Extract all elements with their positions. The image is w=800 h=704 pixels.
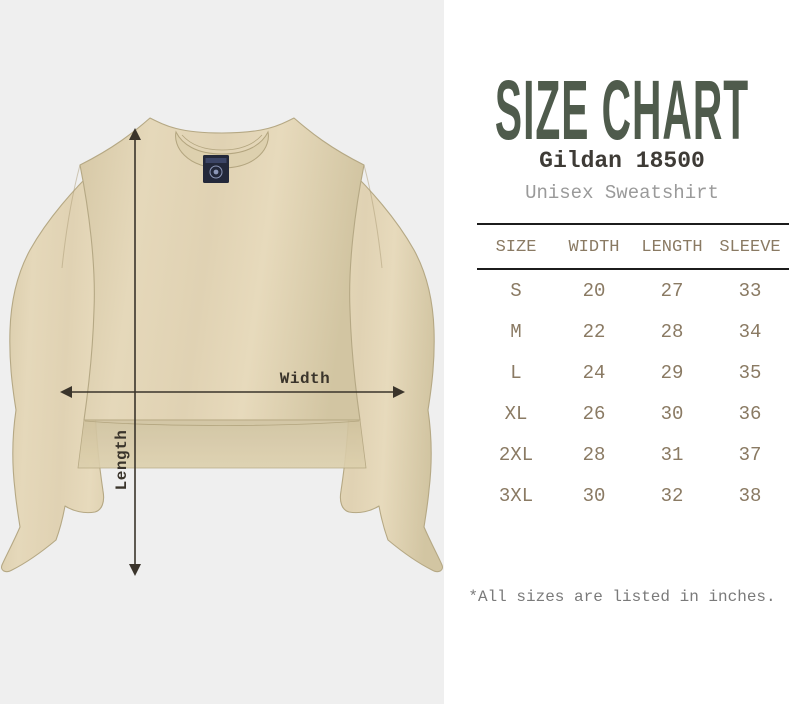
svg-text:Width: Width [280, 370, 331, 388]
svg-text:Length: Length [113, 430, 131, 491]
